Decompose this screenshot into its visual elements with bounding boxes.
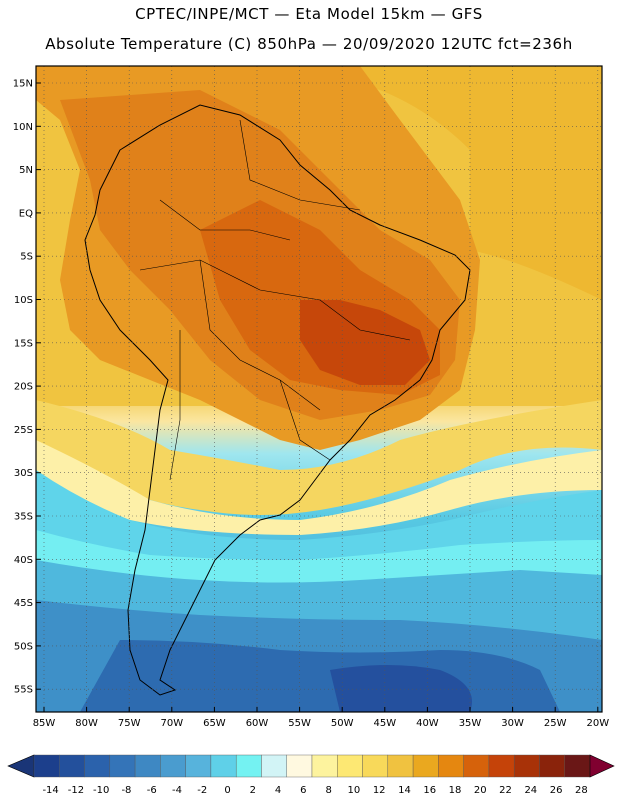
colorbar-swatch	[513, 754, 540, 778]
colorbar-label: 10	[348, 785, 361, 796]
colorbar-swatch	[412, 754, 439, 778]
lon-tick-label: 30W	[501, 718, 524, 729]
colorbar-label: 28	[575, 785, 588, 796]
colorbar-over-triangle	[589, 754, 615, 778]
map-title-line-2: Absolute Temperature (C) 850hPa — 20/09/…	[45, 35, 573, 53]
lat-tick-label: 5S	[20, 252, 33, 263]
longitude-axis: 85W 80W 75W 70W 65W 60W 55W 50W 45W 40W 35W 30W 25W 2…	[33, 707, 609, 729]
lon-tick-label: 65W	[203, 718, 226, 729]
colorbar-swatch	[337, 754, 363, 778]
plot-frame	[35, 65, 603, 713]
colorbar-swatch	[185, 754, 212, 778]
colorbar-label: 14	[398, 785, 411, 796]
colorbar-label: 24	[524, 785, 537, 796]
colorbar-label: 16	[423, 785, 436, 796]
colorbar-label: -4	[172, 785, 182, 796]
lat-tick-label: 55S	[14, 685, 33, 696]
colorbar-swatch	[210, 754, 237, 778]
lon-tick-label: 75W	[118, 718, 141, 729]
lat-tick-label: 45S	[14, 598, 33, 609]
lon-tick-label: 35W	[459, 718, 482, 729]
colorbar-swatch	[33, 754, 60, 778]
lat-tick-label: 25S	[14, 425, 33, 436]
colorbar-label: 20	[474, 785, 487, 796]
lon-tick-label: 50W	[331, 718, 354, 729]
colorbar: -14 -12 -10 -8 -6 -4 -2 0 2 4 6 8 10 12 14 16 18 20 22 24 26…	[7, 754, 615, 796]
colorbar-label: 12	[373, 785, 386, 796]
colorbar-label: -8	[121, 785, 131, 796]
lat-tick-label: 30S	[14, 468, 33, 479]
colorbar-swatch	[109, 754, 136, 778]
latitude-axis: 15N 10N 5N EQ 5S 10S 15S 20S 25S 30S 35S 40S 45S 50S 5…	[13, 79, 41, 696]
colorbar-label: 6	[300, 785, 306, 796]
colorbar-label: -12	[68, 785, 84, 796]
lat-tick-label: 10S	[14, 295, 33, 306]
lat-tick-label: 20S	[14, 382, 33, 393]
colorbar-swatch	[564, 754, 591, 778]
lat-tick-label: 5N	[19, 165, 33, 176]
colorbar-label: 0	[224, 785, 230, 796]
temperature-map: 15N 10N 5N EQ 5S 10S 15S 20S 25S 30S 35S 40S 45S 50S 5…	[13, 65, 609, 729]
colorbar-label: 18	[449, 785, 462, 796]
lon-tick-label: 25W	[544, 718, 567, 729]
lon-tick-label: 45W	[373, 718, 396, 729]
colorbar-swatch	[286, 754, 313, 778]
country-borders	[139, 119, 411, 481]
colorbar-label: -2	[197, 785, 207, 796]
lat-tick-label: 15N	[13, 79, 33, 90]
south-america-coastline	[84, 104, 471, 696]
colorbar-label: 8	[325, 785, 331, 796]
lon-tick-label: 60W	[246, 718, 269, 729]
colorbar-swatch	[463, 754, 490, 778]
colorbar-under-triangle	[7, 754, 35, 778]
colorbar-swatch	[84, 754, 111, 778]
colorbar-label: 26	[550, 785, 563, 796]
colorbar-label: 4	[275, 785, 281, 796]
colorbar-swatch	[362, 754, 389, 778]
colorbar-swatch	[488, 754, 515, 778]
colorbar-swatch	[134, 754, 161, 778]
lon-tick-label: 85W	[33, 718, 56, 729]
lat-tick-label: 35S	[14, 512, 33, 523]
lat-tick-label: 10N	[13, 122, 33, 133]
colorbar-swatch	[160, 754, 186, 778]
colorbar-swatch	[59, 754, 85, 778]
temperature-field	[36, 66, 602, 712]
colorbar-swatch	[539, 754, 565, 778]
colorbar-swatch	[311, 754, 338, 778]
colorbar-swatch	[235, 754, 262, 778]
lat-tick-label: 15S	[14, 338, 33, 349]
colorbar-swatch	[438, 754, 464, 778]
colorbar-label: -10	[93, 785, 109, 796]
lon-tick-label: 55W	[288, 718, 311, 729]
colorbar-swatch	[387, 754, 414, 778]
lon-tick-label: 70W	[160, 718, 183, 729]
lat-tick-label: EQ	[19, 208, 33, 219]
colorbar-label: 2	[250, 785, 256, 796]
colorbar-swatch	[261, 754, 287, 778]
colorbar-label: -14	[42, 785, 58, 796]
map-title-line-1: CPTEC/INPE/MCT — Eta Model 15km — GFS	[135, 5, 483, 23]
lat-tick-label: 40S	[14, 555, 33, 566]
colorbar-label: -6	[147, 785, 157, 796]
lon-tick-label: 40W	[416, 718, 439, 729]
colorbar-label: 22	[499, 785, 512, 796]
lat-tick-label: 50S	[14, 641, 33, 652]
lon-tick-label: 20W	[586, 718, 609, 729]
lon-tick-label: 80W	[75, 718, 98, 729]
